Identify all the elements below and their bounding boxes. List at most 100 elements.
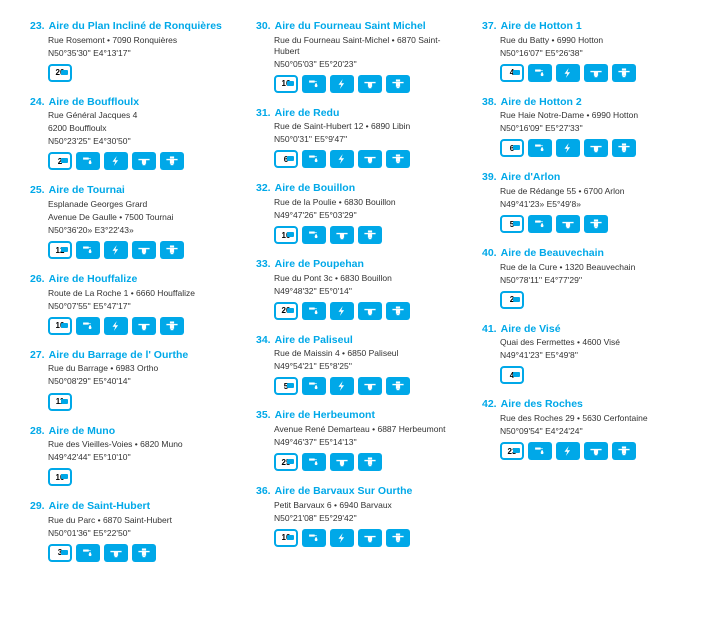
entry-coords: N50°09'54'' E4°24'24''	[482, 426, 690, 437]
amenity-icons: 10	[256, 226, 464, 244]
entry-coords: N49°42'44'' E5°10'10''	[30, 452, 238, 463]
entry-title: Aire de Visé	[501, 323, 561, 336]
entry-title: Aire du Plan Incliné de Ronquières	[49, 20, 222, 33]
entry-number: 31.	[256, 107, 271, 119]
grey-icon	[358, 302, 382, 320]
entry-number: 24.	[30, 96, 45, 108]
aire-entry: 40.Aire de BeauvechainRue de la Cure • 1…	[482, 247, 690, 309]
black-icon	[612, 442, 636, 460]
capacity-icon: 12	[48, 241, 72, 259]
amenity-icons: 6	[256, 150, 464, 168]
capacity-icon: 20	[48, 64, 72, 82]
entry-address: Rue du Fourneau Saint-Michel • 6870 Sain…	[256, 35, 464, 57]
capacity-icon: 11	[48, 393, 72, 411]
entry-number: 23.	[30, 20, 45, 32]
entry-number: 41.	[482, 323, 497, 335]
amenity-icons: 2	[30, 152, 238, 170]
entry-title: Aire d'Arlon	[501, 171, 561, 184]
aire-entry: 28.Aire de MunoRue des Vieilles-Voies • …	[30, 425, 238, 487]
entry-number: 30.	[256, 20, 271, 32]
capacity-value: 20	[56, 68, 65, 77]
entry-coords: N49°54'21'' E5°8'25''	[256, 361, 464, 372]
electric-icon	[104, 317, 128, 335]
capacity-value: 10	[282, 533, 291, 542]
entry-address: Rue de la Poulie • 6830 Bouillon	[256, 197, 464, 208]
title-row: 27.Aire du Barrage de l' Ourthe	[30, 349, 238, 362]
amenity-icons: 4	[482, 366, 690, 384]
aire-entry: 25.Aire de TournaiEsplanade Georges Grar…	[30, 184, 238, 259]
amenity-icons: 10	[256, 529, 464, 547]
black-icon	[386, 302, 410, 320]
capacity-value: 4	[510, 68, 514, 77]
electric-icon	[556, 64, 580, 82]
entry-title: Aire de Herbeumont	[275, 409, 375, 422]
water-icon	[302, 453, 326, 471]
grey-icon	[358, 377, 382, 395]
amenity-icons: 10	[30, 317, 238, 335]
entry-address: Rue de Maissin 4 • 6850 Paliseul	[256, 348, 464, 359]
title-row: 35.Aire de Herbeumont	[256, 409, 464, 422]
entry-title: Aire de Poupehan	[275, 258, 364, 271]
electric-icon	[330, 377, 354, 395]
entry-number: 25.	[30, 184, 45, 196]
capacity-icon: 5	[274, 377, 298, 395]
entry-coords: N50°05'03'' E5°20'23''	[256, 59, 464, 70]
entry-address: Rue Général Jacques 4	[30, 110, 238, 121]
title-row: 31.Aire de Redu	[256, 107, 464, 120]
black-icon	[386, 377, 410, 395]
entry-title: Aire du Fourneau Saint Michel	[275, 20, 426, 33]
column-2: 30. Aire du Fourneau Saint Michel Rue du F…	[256, 20, 464, 562]
water-icon	[76, 152, 100, 170]
entry-coords: N50°21'08'' E5°29'42''	[256, 513, 464, 524]
capacity-value: 3	[58, 548, 62, 557]
entry-address: Esplanade Georges Grard	[30, 199, 238, 210]
entry-address: Petit Barvaux 6 • 6940 Barvaux	[256, 500, 464, 511]
capacity-value: 2	[510, 295, 514, 304]
entry-coords: N50°23'25'' E4°30'50''	[30, 136, 238, 147]
capacity-value: 23	[508, 447, 517, 456]
grey-icon	[104, 544, 128, 562]
grey-icon	[584, 442, 608, 460]
entry-address: Rue de Rédange 55 • 6700 Arlon	[482, 186, 690, 197]
capacity-icon: 3	[48, 544, 72, 562]
entry-number: 28.	[30, 425, 45, 437]
entry-coords: N49°46'37'' E5°14'13''	[256, 437, 464, 448]
capacity-value: 25	[282, 458, 291, 467]
grey-icon	[584, 64, 608, 82]
capacity-value: 10	[282, 231, 291, 240]
entry-address: Route de La Roche 1 • 6660 Houffalize	[30, 288, 238, 299]
electric-icon	[330, 302, 354, 320]
entry-coords: N50°0'31'' E5°9'47''	[256, 134, 464, 145]
entry-address: Rue Haie Notre-Dame • 6990 Hotton	[482, 110, 690, 121]
entry-number: 32.	[256, 182, 271, 194]
entry-coords: N50°36'20» E3°22'43»	[30, 225, 238, 236]
title-row: 38.Aire de Hotton 2	[482, 96, 690, 109]
title-row: 30. Aire du Fourneau Saint Michel	[256, 20, 464, 33]
capacity-icon: 10	[274, 529, 298, 547]
aire-entry: 35.Aire de HerbeumontAvenue René Demarte…	[256, 409, 464, 471]
electric-icon	[556, 442, 580, 460]
electric-icon	[330, 150, 354, 168]
amenity-icons: 2	[482, 291, 690, 309]
amenity-icons: 4	[482, 64, 690, 82]
water-icon	[302, 377, 326, 395]
aire-entry: 26.Aire de HouffalizeRoute de La Roche 1…	[30, 273, 238, 335]
capacity-value: 6	[284, 155, 288, 164]
entry-number: 33.	[256, 258, 271, 270]
water-icon	[302, 302, 326, 320]
entry-title: Aire des Roches	[501, 398, 583, 411]
capacity-value: 20	[282, 306, 291, 315]
capacity-icon: 6	[500, 139, 524, 157]
aire-entry: 23.Aire du Plan Incliné de RonquièresRue…	[30, 20, 238, 82]
entry-coords: N49°47'26'' E5°03'29''	[256, 210, 464, 221]
capacity-icon: 10	[274, 226, 298, 244]
capacity-icon: 2	[500, 291, 524, 309]
entry-coords: N49°41'23» E5°49'8»	[482, 199, 690, 210]
grey-icon	[330, 226, 354, 244]
column-1: 23. Aire du Plan Incliné de Ronquières Rue…	[30, 20, 238, 562]
aire-entry: 33.Aire de PoupehanRue du Pont 3c • 6830…	[256, 258, 464, 320]
columns-container: 23. Aire du Plan Incliné de Ronquières Rue…	[30, 20, 690, 562]
entry-number: 42.	[482, 398, 497, 410]
water-icon	[528, 215, 552, 233]
grey-icon	[556, 215, 580, 233]
